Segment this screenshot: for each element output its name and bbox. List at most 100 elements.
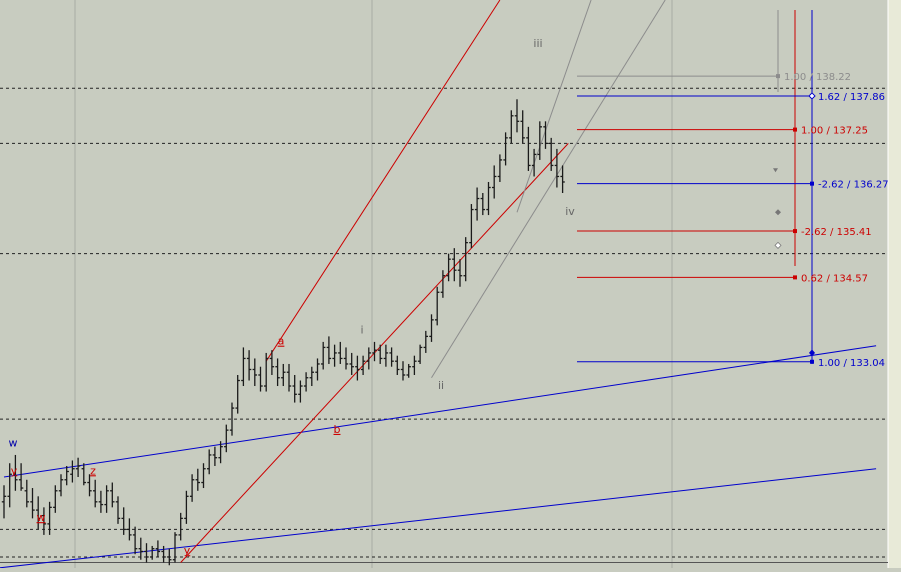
fib-anchor-diamond[interactable] bbox=[775, 209, 781, 216]
ohlc-bar bbox=[372, 341, 377, 362]
fib-level-marker[interactable] bbox=[810, 181, 814, 186]
ohlc-bar bbox=[275, 358, 280, 387]
ohlc-bar bbox=[189, 474, 195, 502]
ohlc-bar bbox=[127, 518, 132, 541]
ohlc-bar bbox=[514, 99, 520, 133]
ohlc-bar bbox=[554, 148, 560, 188]
ohlc-bar bbox=[7, 463, 12, 508]
ohlc-bar bbox=[400, 361, 406, 381]
ohlc-bar bbox=[138, 537, 143, 560]
fib-level-label: 1.62 / 137.86 bbox=[818, 92, 885, 103]
ohlc-bar bbox=[423, 330, 428, 353]
ohlc-bar bbox=[167, 548, 172, 566]
ohlc-bar bbox=[246, 350, 252, 381]
ohlc-bar bbox=[395, 355, 400, 375]
ohlc-bar bbox=[303, 372, 309, 392]
ohlc-bar bbox=[389, 347, 394, 367]
ohlc-bar bbox=[115, 496, 121, 524]
ohlc-bar bbox=[543, 121, 548, 149]
ohlc-bar bbox=[349, 352, 354, 375]
ohlc-bar bbox=[509, 110, 514, 144]
ohlc-bar bbox=[469, 204, 474, 249]
ohlc-bar bbox=[241, 347, 246, 387]
fib-anchor-diamond-hollow[interactable] bbox=[774, 241, 782, 249]
ohlc-bar bbox=[435, 286, 440, 326]
ohlc-bar bbox=[480, 193, 485, 216]
ohlc-bar bbox=[93, 479, 98, 508]
wave-label: i bbox=[360, 324, 363, 337]
ohlc-bar bbox=[321, 341, 326, 370]
wave-label: a bbox=[278, 335, 285, 348]
ohlc-bar bbox=[184, 490, 189, 524]
ohlc-bar bbox=[492, 165, 497, 199]
ohlc-bar bbox=[18, 463, 24, 491]
ohlc-bar bbox=[366, 347, 371, 370]
ohlc-bar bbox=[53, 485, 58, 513]
ohlc-bar bbox=[269, 350, 275, 375]
ohlc-bar bbox=[110, 482, 115, 508]
wave-label: w bbox=[37, 511, 46, 524]
ohlc-bar bbox=[155, 540, 161, 557]
ohlc-bar bbox=[446, 253, 451, 282]
ohlc-bar bbox=[224, 424, 229, 453]
ohlc-bar bbox=[87, 474, 92, 497]
ohlc-bar bbox=[13, 454, 18, 491]
ohlc-bar bbox=[315, 358, 320, 381]
fib-level-marker[interactable] bbox=[810, 359, 814, 364]
ohlc-bar bbox=[30, 488, 35, 519]
ohlc-bar bbox=[378, 344, 383, 364]
ohlc-bar bbox=[309, 366, 314, 387]
gray-channel-lower bbox=[431, 0, 666, 379]
fib-level-label: 1.00 / 133.04 bbox=[818, 358, 885, 369]
fib-level-marker[interactable] bbox=[776, 74, 780, 79]
ohlc-bar bbox=[338, 341, 343, 364]
fib-anchor-diamond-solid[interactable] bbox=[809, 349, 815, 357]
fib-level-label: 1.00 / 137.25 bbox=[801, 126, 868, 137]
ohlc-bar bbox=[452, 248, 457, 282]
ohlc-bar bbox=[172, 532, 178, 563]
ohlc-bar bbox=[486, 181, 491, 216]
ohlc-bar bbox=[429, 314, 434, 342]
fib-level-marker[interactable] bbox=[793, 229, 797, 234]
ohlc-bar bbox=[526, 126, 531, 171]
wave-label: iv bbox=[565, 205, 575, 218]
ohlc-bar bbox=[474, 187, 480, 221]
ohlc-bar bbox=[343, 347, 349, 370]
ohlc-bar bbox=[281, 363, 286, 387]
ohlc-bar bbox=[258, 366, 263, 392]
ohlc-bar bbox=[292, 374, 297, 403]
fib-level-marker[interactable] bbox=[793, 275, 797, 280]
ohlc-bar bbox=[520, 110, 525, 144]
ohlc-bar bbox=[1, 485, 7, 519]
ohlc-bar bbox=[178, 512, 183, 541]
ohlc-bar bbox=[332, 344, 337, 367]
ohlc-bar bbox=[497, 154, 503, 182]
ohlc-bar bbox=[383, 344, 389, 367]
wave-label: y bbox=[11, 464, 18, 477]
ohlc-bar bbox=[81, 463, 86, 486]
gray-channel-upper bbox=[516, 0, 592, 213]
fib-anchor-diamond-blue[interactable] bbox=[808, 92, 816, 100]
ohlc-bar bbox=[70, 460, 75, 483]
ohlc-bar bbox=[326, 336, 332, 364]
ohlc-bar bbox=[440, 270, 446, 298]
wave-label: iii bbox=[533, 37, 542, 50]
wave-label: y bbox=[184, 544, 191, 557]
ohlc-bar bbox=[252, 358, 257, 387]
fib-anchor-triangle[interactable] bbox=[773, 168, 778, 173]
fib-level-label: -2.62 / 135.41 bbox=[801, 227, 872, 238]
wave-label: w bbox=[9, 437, 18, 450]
ohlc-bar bbox=[412, 355, 417, 375]
ohlc-bar bbox=[150, 545, 155, 560]
ohlc-bar bbox=[47, 501, 52, 535]
wave-label: ii bbox=[438, 379, 444, 392]
fib-level-marker[interactable] bbox=[793, 127, 797, 132]
ohlc-bar bbox=[212, 446, 218, 466]
ohlc-bar bbox=[98, 490, 104, 513]
ohlc-bar bbox=[58, 474, 64, 497]
ohlc-bar bbox=[75, 457, 81, 478]
ohlc-bar bbox=[144, 543, 149, 563]
